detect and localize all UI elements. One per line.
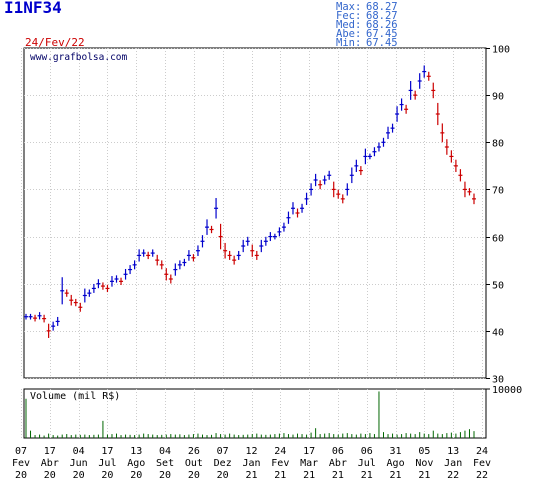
x-tick-label-mon: Out: [185, 458, 203, 469]
x-tick-label-yr: 20: [217, 470, 229, 481]
x-tick-label-day: 26: [188, 446, 200, 457]
x-tick-label-mon: Jul: [98, 458, 116, 469]
stat-label: Fec:: [336, 10, 362, 22]
stat-label: Abe:: [336, 28, 362, 40]
stat-value: 67.45: [366, 37, 398, 49]
x-tick-label-yr: 21: [332, 470, 344, 481]
x-tick-label-yr: 20: [15, 470, 27, 481]
x-tick-label-yr: 20: [130, 470, 142, 481]
stat-label: Med:: [336, 19, 362, 31]
x-tick-label-yr: 21: [303, 470, 315, 481]
x-tick-label-yr: 22: [476, 470, 488, 481]
x-tick-label-day: 24: [476, 446, 488, 457]
x-tick-label-day: 17: [101, 446, 113, 457]
x-tick-label-yr: 20: [159, 470, 171, 481]
stat-value: 68.27: [366, 10, 398, 22]
x-tick-label-day: 31: [390, 446, 402, 457]
x-tick-label-day: 17: [303, 446, 315, 457]
stat-row: Med: 68.26: [336, 19, 398, 31]
x-tick-label-day: 24: [274, 446, 286, 457]
x-tick-label-yr: 21: [418, 470, 430, 481]
x-tick-label-mon: Abr: [41, 458, 59, 469]
x-tick-label-mon: Set: [156, 458, 174, 469]
x-tick-label-mon: Jun: [70, 458, 88, 469]
stat-row: Abe: 67.45: [336, 28, 398, 40]
ticker-title: I1NF34: [4, 0, 62, 17]
x-tick-label-yr: 22: [447, 470, 459, 481]
x-tick-label-yr: 21: [245, 470, 257, 481]
x-tick-label-mon: Mar: [300, 458, 318, 469]
y-tick-label: 100: [492, 45, 510, 56]
stat-row: Min: 67.45: [336, 37, 398, 49]
x-tick-label-day: 06: [332, 446, 344, 457]
x-tick-label-day: 13: [447, 446, 459, 457]
y-tick-label: 90: [492, 92, 504, 103]
x-tick-label-day: 17: [44, 446, 56, 457]
y-tick-label: 60: [492, 234, 504, 245]
stat-row: Fec: 68.27: [336, 10, 398, 22]
x-tick-label-mon: Dez: [214, 458, 232, 469]
x-tick-label-day: 13: [130, 446, 142, 457]
volume-y-tick-label: 10000: [492, 385, 522, 396]
stat-value: 68.27: [366, 1, 398, 13]
x-tick-label-yr: 20: [44, 470, 56, 481]
stat-row: Max: 68.27: [336, 1, 398, 13]
x-tick-label-day: 06: [361, 446, 373, 457]
stat-label: Min:: [336, 37, 362, 49]
watermark: www.grafbolsa.com: [30, 52, 128, 63]
x-tick-label-day: 04: [73, 446, 85, 457]
x-tick-label-mon: Jan: [444, 458, 462, 469]
price-stats: Max: 68.27 Fec: 68.27 Med: 68.26 Abe: 67.45 Min:…: [336, 1, 398, 49]
y-tick-label: 40: [492, 328, 504, 339]
date-label: 24/Fev/22: [25, 36, 85, 49]
x-tick-label-yr: 21: [361, 470, 373, 481]
x-tick-label-yr: 20: [188, 470, 200, 481]
volume-panel-frame: [23, 388, 487, 439]
x-tick-label-mon: Fev: [12, 458, 30, 469]
x-tick-label-mon: Jan: [242, 458, 260, 469]
x-tick-label-yr: 21: [390, 470, 402, 481]
x-tick-label-mon: Fev: [271, 458, 289, 469]
x-tick-label-day: 05: [418, 446, 430, 457]
x-tick-label-yr: 20: [73, 470, 85, 481]
x-tick-label-mon: Abr: [329, 458, 347, 469]
stat-value: 67.45: [366, 28, 398, 40]
x-tick-label-day: 07: [15, 446, 27, 457]
y-tick-label: 70: [492, 186, 504, 197]
x-tick-label-mon: Ago: [127, 458, 145, 469]
x-tick-label-yr: 21: [274, 470, 286, 481]
x-tick-label-day: 04: [159, 446, 171, 457]
price-panel-frame: [23, 47, 487, 379]
x-tick-label-mon: Ago: [387, 458, 405, 469]
stat-value: 68.26: [366, 19, 398, 31]
x-tick-label-yr: 20: [101, 470, 113, 481]
y-tick-label: 30: [492, 375, 504, 386]
x-tick-label-mon: Fev: [473, 458, 491, 469]
x-tick-label-mon: Jul: [358, 458, 376, 469]
y-tick-label: 50: [492, 281, 504, 292]
x-tick-label-mon: Nov: [415, 458, 433, 469]
y-tick-label: 80: [492, 139, 504, 150]
x-tick-label-day: 12: [245, 446, 257, 457]
volume-label: Volume (mil R$): [30, 391, 120, 402]
x-tick-label-day: 07: [217, 446, 229, 457]
stat-label: Max:: [336, 1, 362, 13]
